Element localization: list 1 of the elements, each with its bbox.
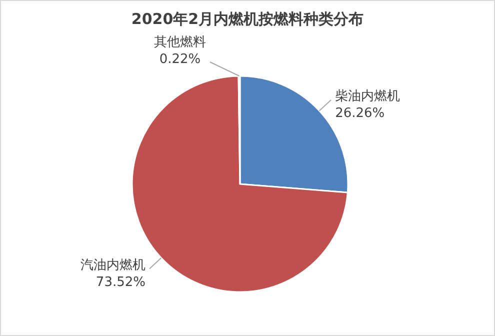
title: 2020年2月内燃机按燃料种类分布 xyxy=(131,10,364,28)
